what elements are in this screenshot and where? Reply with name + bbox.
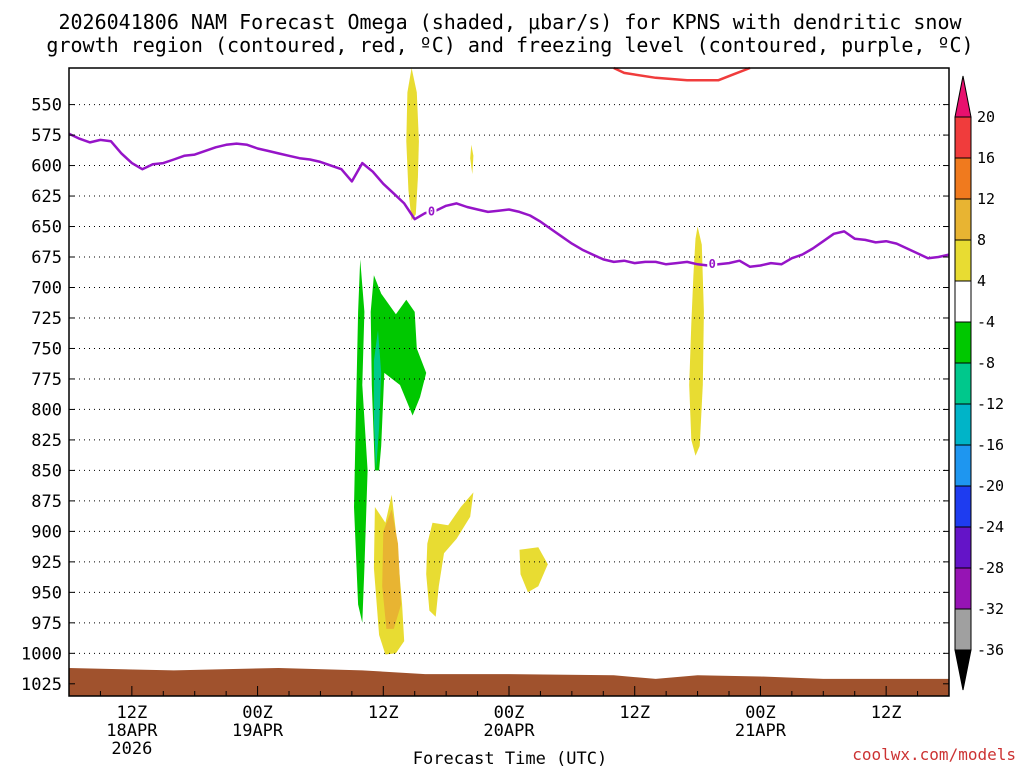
colorbar-bottom-arrow — [954, 649, 972, 691]
y-tick-label-575: 575 — [31, 126, 62, 146]
colorbar-segment-13 — [954, 608, 972, 651]
omega-region-10 — [373, 330, 382, 471]
plot-area: 00 — [68, 66, 950, 697]
omega-region-2 — [470, 144, 474, 175]
colorbar-label-14: -36 — [977, 641, 1004, 659]
y-tick-label-625: 625 — [31, 187, 62, 207]
credit-text: coolwx.com/models — [852, 745, 1016, 764]
x-tick-label-1-2: 19APR — [232, 721, 284, 741]
y-tick-label-950: 950 — [31, 583, 62, 603]
x-tick-label-4-1: 12Z — [619, 703, 650, 723]
y-tick-label-1025: 1025 — [21, 675, 62, 695]
colorbar-segment-9 — [954, 444, 972, 487]
x-axis-label: Forecast Time (UTC) — [413, 749, 607, 768]
colorbar-label-1: 20 — [977, 108, 995, 126]
freezing-level-label-2: 0 — [709, 257, 716, 271]
y-tick-label-875: 875 — [31, 492, 62, 512]
colorbar-label-11: -24 — [977, 518, 1004, 536]
colorbar-segment-2 — [954, 157, 972, 200]
y-tick-label-700: 700 — [31, 278, 62, 298]
omega-region-8 — [354, 259, 368, 623]
colorbar: 20 16 12 8 4 -4 -8 -12 -16 -20 -24 -28 -32 -36 — [954, 75, 1004, 691]
colorbar-segment-4 — [954, 239, 972, 282]
y-tick-label-825: 825 — [31, 431, 62, 451]
y-tick-label-600: 600 — [31, 157, 62, 177]
colorbar-segment-6 — [954, 321, 972, 364]
y-tick-label-775: 775 — [31, 370, 62, 390]
colorbar-segment-11 — [954, 526, 972, 569]
dgz-contour-line — [613, 66, 751, 82]
x-tick-label-2-1: 12Z — [368, 703, 399, 723]
y-tick-label-550: 550 — [31, 96, 62, 116]
x-tick-label-3-1: 00Z — [494, 703, 525, 723]
omega-region-1 — [406, 68, 419, 221]
omega-region-9 — [370, 275, 427, 471]
y-tick-label-650: 650 — [31, 218, 62, 238]
colorbar-label-3: 12 — [977, 190, 995, 208]
x-tick-label-1-1: 00Z — [242, 703, 273, 723]
y-tick-label-975: 975 — [31, 614, 62, 634]
colorbar-segment-7 — [954, 362, 972, 405]
colorbar-segment-10 — [954, 485, 972, 528]
omega-region-3 — [689, 226, 704, 456]
colorbar-label-13: -32 — [977, 600, 1004, 618]
freezing-level-label-bg-2 — [707, 255, 718, 270]
colorbar-label-7: -8 — [977, 354, 995, 372]
colorbar-segment-12 — [954, 567, 972, 610]
colorbar-segment-3 — [954, 198, 972, 241]
y-axis-tick-labels: 550 575 600 625 650 675 700 725 750 775 800 825 850 8… — [21, 96, 949, 695]
x-tick-label-3-2: 20APR — [483, 721, 535, 741]
x-tick-label-0-2: 18APR — [106, 721, 158, 741]
y-tick-label-675: 675 — [31, 248, 62, 268]
colorbar-label-10: -20 — [977, 477, 1004, 495]
omega-region-6 — [519, 547, 548, 593]
y-tick-label-800: 800 — [31, 400, 62, 420]
y-tick-label-900: 900 — [31, 522, 62, 542]
y-tick-label-750: 750 — [31, 339, 62, 359]
y-tick-label-925: 925 — [31, 553, 62, 573]
chart-title-line1: 2026041806 NAM Forecast Omega (shaded, μ… — [58, 10, 962, 34]
y-tick-label-850: 850 — [31, 461, 62, 481]
plot-frame — [68, 67, 950, 697]
x-tick-label-0-1: 12Z — [116, 703, 147, 723]
terrain-surface — [69, 668, 949, 696]
x-tick-label-5-2: 21APR — [735, 721, 787, 741]
freezing-level-label-bg-1 — [426, 202, 437, 217]
colorbar-segment-5 — [954, 280, 972, 323]
omega-region-5 — [426, 492, 474, 617]
colorbar-label-8: -12 — [977, 395, 1004, 413]
colorbar-label-5: 4 — [977, 272, 986, 290]
y-tick-label-725: 725 — [31, 309, 62, 329]
colorbar-label-9: -16 — [977, 436, 1004, 454]
chart-title-line2: growth region (contoured, red, ºC) and f… — [46, 33, 973, 57]
freezing-level-line — [68, 132, 950, 269]
colorbar-label-4: 8 — [977, 231, 986, 249]
colorbar-label-12: -28 — [977, 559, 1004, 577]
colorbar-top-arrow — [954, 75, 972, 118]
omega-region-7 — [382, 509, 402, 629]
y-tick-label-1000: 1000 — [21, 644, 62, 664]
x-tick-label-5-1: 00Z — [745, 703, 776, 723]
colorbar-segment-8 — [954, 403, 972, 446]
colorbar-label-6: -4 — [977, 313, 995, 331]
colorbar-segment-1 — [954, 116, 972, 159]
x-tick-label-0-3: 2026 — [111, 739, 152, 759]
colorbar-label-2: 16 — [977, 149, 995, 167]
freezing-level-label-1: 0 — [428, 205, 435, 219]
x-tick-label-6-1: 12Z — [871, 703, 902, 723]
